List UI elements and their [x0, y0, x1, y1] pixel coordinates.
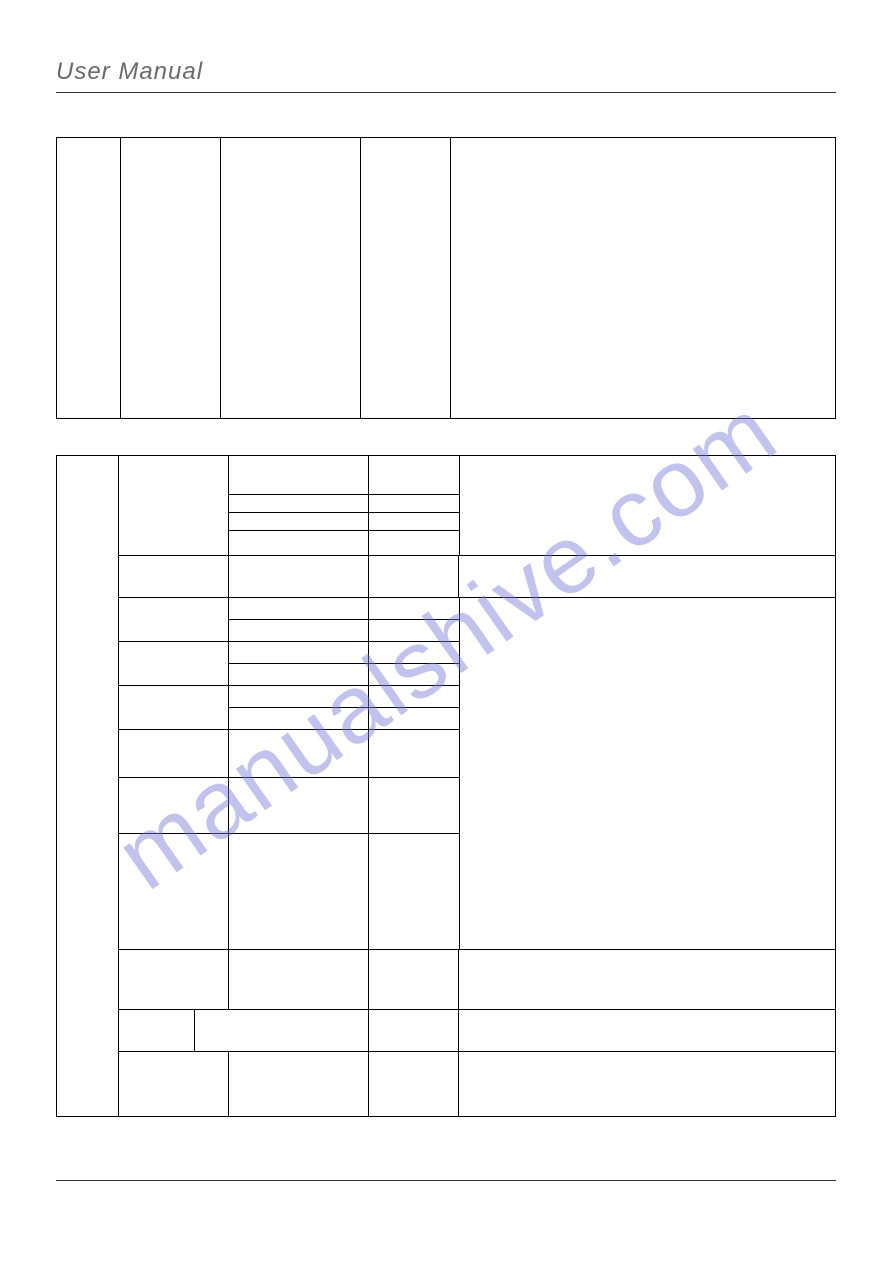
cell [459, 950, 835, 1009]
t2-left-col [57, 456, 119, 1116]
cell [119, 598, 229, 641]
cell [229, 620, 369, 641]
cell [119, 456, 229, 555]
cell [119, 950, 229, 1009]
cell [459, 1010, 835, 1051]
cell [229, 778, 369, 833]
cell [369, 730, 459, 777]
cell [119, 686, 229, 729]
t2-row-group-2 [119, 598, 835, 950]
cell [369, 556, 459, 597]
cell [369, 456, 459, 494]
cell [229, 834, 369, 949]
cell [119, 778, 229, 833]
cell [459, 456, 835, 555]
cell [229, 531, 369, 555]
cell [369, 664, 459, 685]
footer-rule [56, 1180, 836, 1181]
t1-col-4 [361, 138, 451, 418]
t2-row-group-1 [119, 456, 835, 556]
t1-col-3 [221, 138, 361, 418]
t2-body [119, 456, 835, 1116]
cell [229, 664, 369, 685]
page-title: User Manual [56, 58, 836, 93]
cell [229, 708, 369, 729]
t2-row [119, 950, 835, 1010]
t2-row [119, 556, 835, 598]
cell [369, 598, 459, 619]
cell [369, 950, 459, 1009]
cell-group [229, 456, 459, 555]
cell [229, 598, 369, 619]
cell [119, 1052, 229, 1116]
cell [229, 730, 369, 777]
cell [119, 642, 229, 685]
cell [229, 686, 369, 707]
t1-col-5 [451, 138, 835, 418]
cell [369, 708, 459, 729]
cell [229, 456, 369, 494]
cell [229, 513, 369, 530]
cell [229, 642, 369, 663]
cell [369, 686, 459, 707]
cell [119, 556, 229, 597]
cell [119, 834, 229, 949]
cell [119, 730, 229, 777]
t2-row [119, 1052, 835, 1116]
cell [369, 513, 459, 530]
cell [369, 531, 459, 555]
cell [369, 1052, 459, 1116]
cell [229, 495, 369, 512]
cell-group [119, 598, 459, 949]
table-2 [56, 455, 836, 1117]
cell [369, 642, 459, 663]
cell [369, 834, 459, 949]
page: User Manual [56, 58, 836, 1117]
cell [369, 620, 459, 641]
cell [229, 1052, 369, 1116]
table-1 [56, 137, 836, 419]
cell [369, 495, 459, 512]
cell [459, 598, 835, 949]
cell [195, 1010, 369, 1051]
cell [119, 1010, 195, 1051]
cell [459, 556, 835, 597]
t1-col-2 [121, 138, 221, 418]
cell [369, 1010, 459, 1051]
cell [459, 1052, 835, 1116]
t2-row [119, 1010, 835, 1052]
cell [229, 556, 369, 597]
cell [369, 778, 459, 833]
t1-col-1 [57, 138, 121, 418]
cell [229, 950, 369, 1009]
